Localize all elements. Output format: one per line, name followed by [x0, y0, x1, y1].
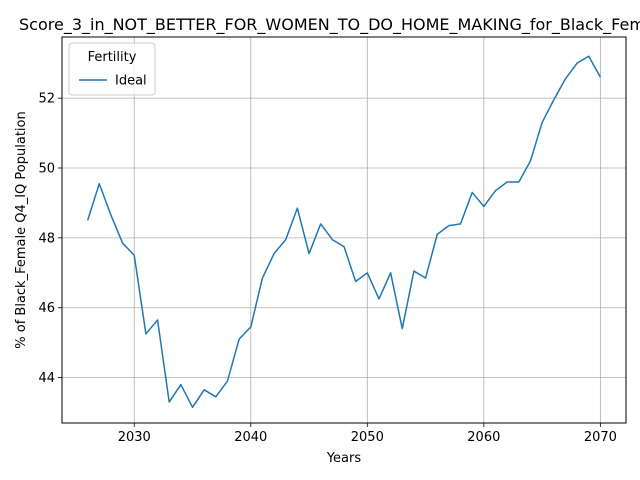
series-group [86, 55, 602, 409]
y-tick-label: 46 [38, 301, 55, 316]
grid [62, 37, 626, 423]
x-tick-label: 2040 [234, 430, 267, 445]
x-axis-label: Years [326, 451, 362, 466]
y-axis-label: % of Black_Female Q4_IQ Population [14, 111, 29, 348]
y-tick-label: 48 [38, 231, 55, 246]
x-tick-label: 2050 [351, 430, 384, 445]
legend-label-ideal: Ideal [115, 74, 147, 89]
ticks: 2030 2040 2050 2060 2070 44 46 48 50 52 [38, 92, 616, 445]
legend: Fertility Ideal [68, 42, 156, 96]
x-tick-label: 2060 [467, 430, 500, 445]
y-tick-label: 44 [38, 371, 55, 386]
legend-box [68, 42, 156, 96]
chart-title: Score_3_in_NOT_BETTER_FOR_WOMEN_TO_DO_HO… [19, 15, 640, 35]
series-line-ideal [86, 55, 602, 409]
y-tick-label: 50 [38, 161, 55, 176]
legend-title: Fertility [88, 50, 137, 65]
x-tick-label: 2070 [584, 430, 617, 445]
y-tick-label: 52 [38, 92, 55, 107]
x-tick-label: 2030 [118, 430, 151, 445]
axes-frame [61, 36, 627, 424]
